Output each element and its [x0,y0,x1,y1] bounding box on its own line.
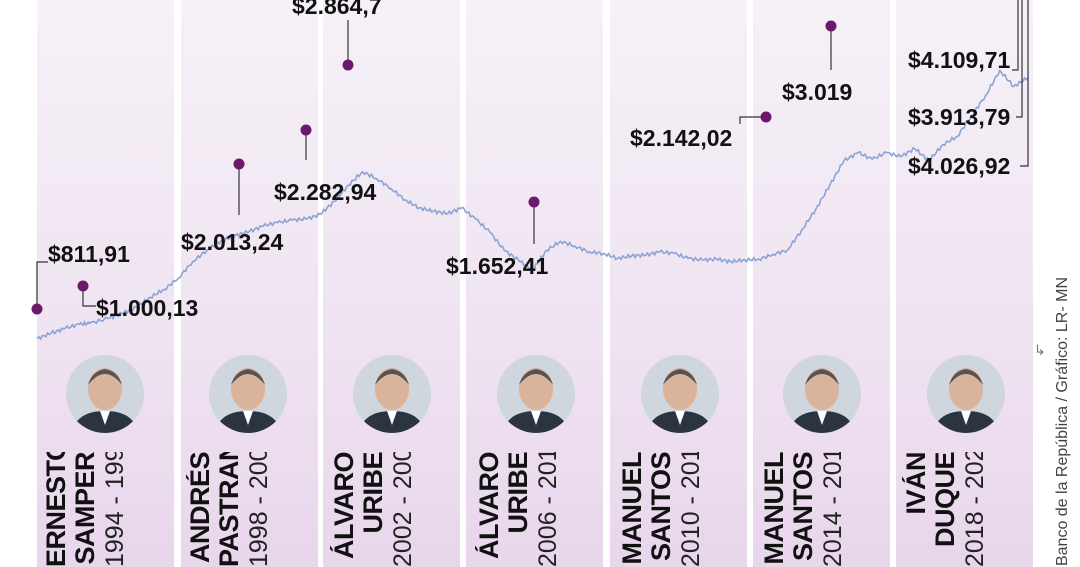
period-column [466,0,603,567]
president-avatar [209,355,287,433]
president-avatar [927,355,1005,433]
data-point-marker [300,124,312,136]
period-column [37,0,174,567]
annotation-leader [36,261,48,309]
annotation-leader [1012,0,1019,71]
annotation-leader [1020,0,1029,167]
exchange-rate-line [36,68,1029,341]
data-point-marker [31,303,43,315]
data-point-marker [528,196,540,208]
data-label: $4.109,71 [908,47,1011,73]
data-label: $2.013,24 [181,229,284,255]
annotation-leader [82,286,96,307]
data-label: $1.000,13 [96,295,198,321]
data-label: $2.282,94 [274,179,377,205]
president-avatar [353,355,431,433]
data-point-marker [233,158,245,170]
president-avatar [641,355,719,433]
president-avatar [66,355,144,433]
data-label: $2.142,02 [630,125,732,151]
data-label: $1.652,41 [446,253,549,279]
source-arrow-icon: ↳ [1034,342,1046,358]
data-point-marker [77,280,89,292]
source-note: Banco de la República / Gráfico: LR- MN [1054,277,1071,567]
data-point-marker [342,59,354,71]
period-column [896,0,1033,567]
data-label: $3.913,79 [908,104,1010,130]
period-column [753,0,890,567]
annotation-leader [739,116,766,124]
period-column [181,0,318,567]
data-label: $2.864,7 [292,0,382,19]
period-column [323,0,460,567]
annotation-leader [1016,0,1023,118]
president-avatar [497,355,575,433]
data-point-marker [760,111,772,123]
data-label: $4.026,92 [908,153,1010,179]
data-label: $3.019 [782,79,852,105]
period-column [610,0,747,567]
president-avatar [783,355,861,433]
data-label: $811,91 [48,241,130,267]
data-point-marker [825,20,837,32]
